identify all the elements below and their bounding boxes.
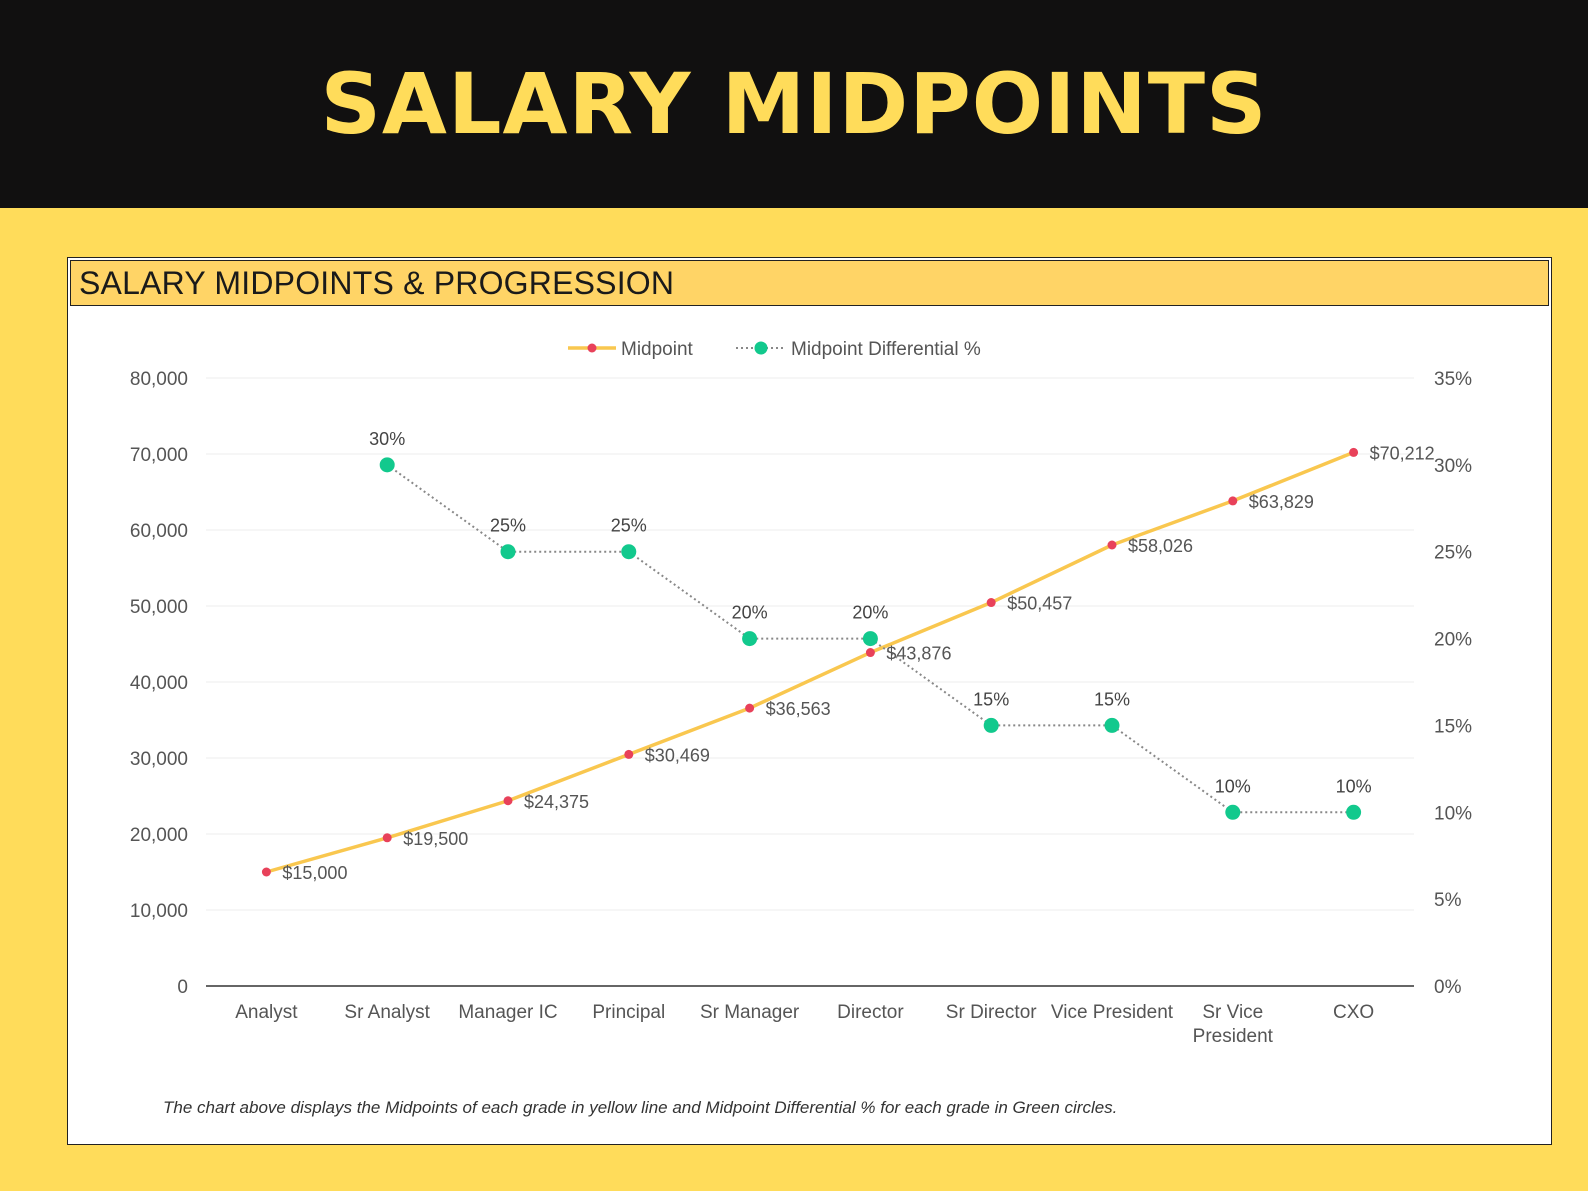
midpoint-data-label: $19,500	[403, 829, 468, 849]
midpoint-data-label: $50,457	[1007, 594, 1072, 614]
y-right-tick-label: 5%	[1434, 890, 1462, 911]
differential-marker	[1346, 804, 1362, 820]
midpoint-marker	[1107, 540, 1117, 550]
series-line-midpoint	[265, 450, 1355, 874]
page-title: SALARY MIDPOINTS	[320, 55, 1268, 153]
card-title: SALARY MIDPOINTS & PROGRESSION	[70, 260, 1549, 306]
midpoint-marker	[986, 598, 996, 608]
legend-label-differential: Midpoint Differential %	[791, 339, 981, 360]
y-left-tick-label: 80,000	[130, 369, 188, 390]
y-left-tick-label: 70,000	[130, 445, 188, 466]
y-right-tick-label: 10%	[1434, 803, 1472, 824]
y-right-tick-label: 30%	[1434, 456, 1472, 477]
x-tick-label: Sr Vice	[1202, 1002, 1263, 1023]
differential-data-label: 15%	[973, 689, 1009, 709]
x-tick-label: Analyst	[235, 1002, 298, 1023]
differential-data-label: 30%	[369, 429, 405, 449]
differential-data-label: 15%	[1094, 689, 1130, 709]
x-tick-label: President	[1193, 1026, 1274, 1047]
x-tick-label: Sr Director	[946, 1002, 1037, 1023]
midpoint-marker	[865, 648, 875, 658]
midpoint-data-label: $15,000	[282, 863, 347, 883]
legend-marker-differential	[754, 341, 768, 355]
midpoint-marker	[1349, 447, 1359, 457]
differential-marker	[621, 544, 637, 560]
differential-marker	[983, 717, 999, 733]
midpoint-marker	[261, 867, 271, 877]
salary-chart: 0 10,000 20,000 30,000 40,000 50,000 60,000 70,…	[130, 339, 1472, 1047]
midpoint-marker	[1228, 496, 1238, 506]
y-left-tick-label: 20,000	[130, 825, 188, 846]
page-banner: SALARY MIDPOINTS	[0, 0, 1588, 208]
y-right-tick-label: 25%	[1434, 543, 1472, 564]
midpoint-marker	[624, 749, 634, 759]
differential-data-label: 25%	[490, 516, 526, 536]
differential-marker	[379, 457, 395, 473]
midpoint-data-label: $24,375	[524, 792, 589, 812]
y-left-tick-label: 10,000	[130, 901, 188, 922]
y-left-tick-label: 50,000	[130, 597, 188, 618]
midpoint-data-label: $36,563	[766, 699, 831, 719]
x-tick-label: Sr Analyst	[344, 1002, 430, 1023]
y-left-tick-label: 30,000	[130, 749, 188, 770]
chart-card: 0 10,000 20,000 30,000 40,000 50,000 60,000 70,…	[67, 257, 1552, 1145]
differential-data-label: 20%	[732, 603, 768, 623]
differential-marker	[862, 631, 878, 647]
differential-marker	[500, 544, 516, 560]
differential-marker	[1225, 804, 1241, 820]
differential-data-label: 10%	[1215, 776, 1251, 796]
midpoint-data-label: $30,469	[645, 745, 710, 765]
y-right-tick-label: 15%	[1434, 716, 1472, 737]
y-right-tick-label: 0%	[1434, 977, 1462, 998]
legend-label-midpoint: Midpoint	[621, 339, 694, 360]
midpoint-marker	[382, 833, 392, 843]
y-left-tick-label: 60,000	[130, 521, 188, 542]
midpoint-marker	[745, 703, 755, 713]
chart-note: The chart above displays the Midpoints o…	[163, 1098, 1118, 1117]
x-tick-label: CXO	[1333, 1002, 1374, 1023]
differential-data-label: 25%	[611, 516, 647, 536]
differential-data-label: 20%	[852, 603, 888, 623]
differential-marker	[1104, 717, 1120, 733]
midpoint-data-label: $58,026	[1128, 536, 1193, 556]
x-tick-label: Sr Manager	[700, 1002, 800, 1023]
y-right-tick-label: 35%	[1434, 369, 1472, 390]
y-left-tick-label: 0	[177, 977, 188, 998]
y-left-tick-label: 40,000	[130, 673, 188, 694]
differential-marker	[742, 631, 758, 647]
legend-marker-midpoint	[587, 343, 597, 353]
differential-data-label: 10%	[1336, 776, 1372, 796]
x-tick-label: Principal	[592, 1002, 665, 1023]
midpoint-data-label: $70,212	[1370, 443, 1435, 463]
y-right-tick-label: 20%	[1434, 630, 1472, 651]
midpoint-data-label: $63,829	[1249, 492, 1314, 512]
x-tick-label: Vice President	[1051, 1002, 1174, 1023]
x-tick-label: Manager IC	[458, 1002, 557, 1023]
midpoint-data-label: $43,876	[886, 644, 951, 664]
x-tick-label: Director	[837, 1002, 904, 1023]
midpoint-marker	[503, 796, 513, 806]
